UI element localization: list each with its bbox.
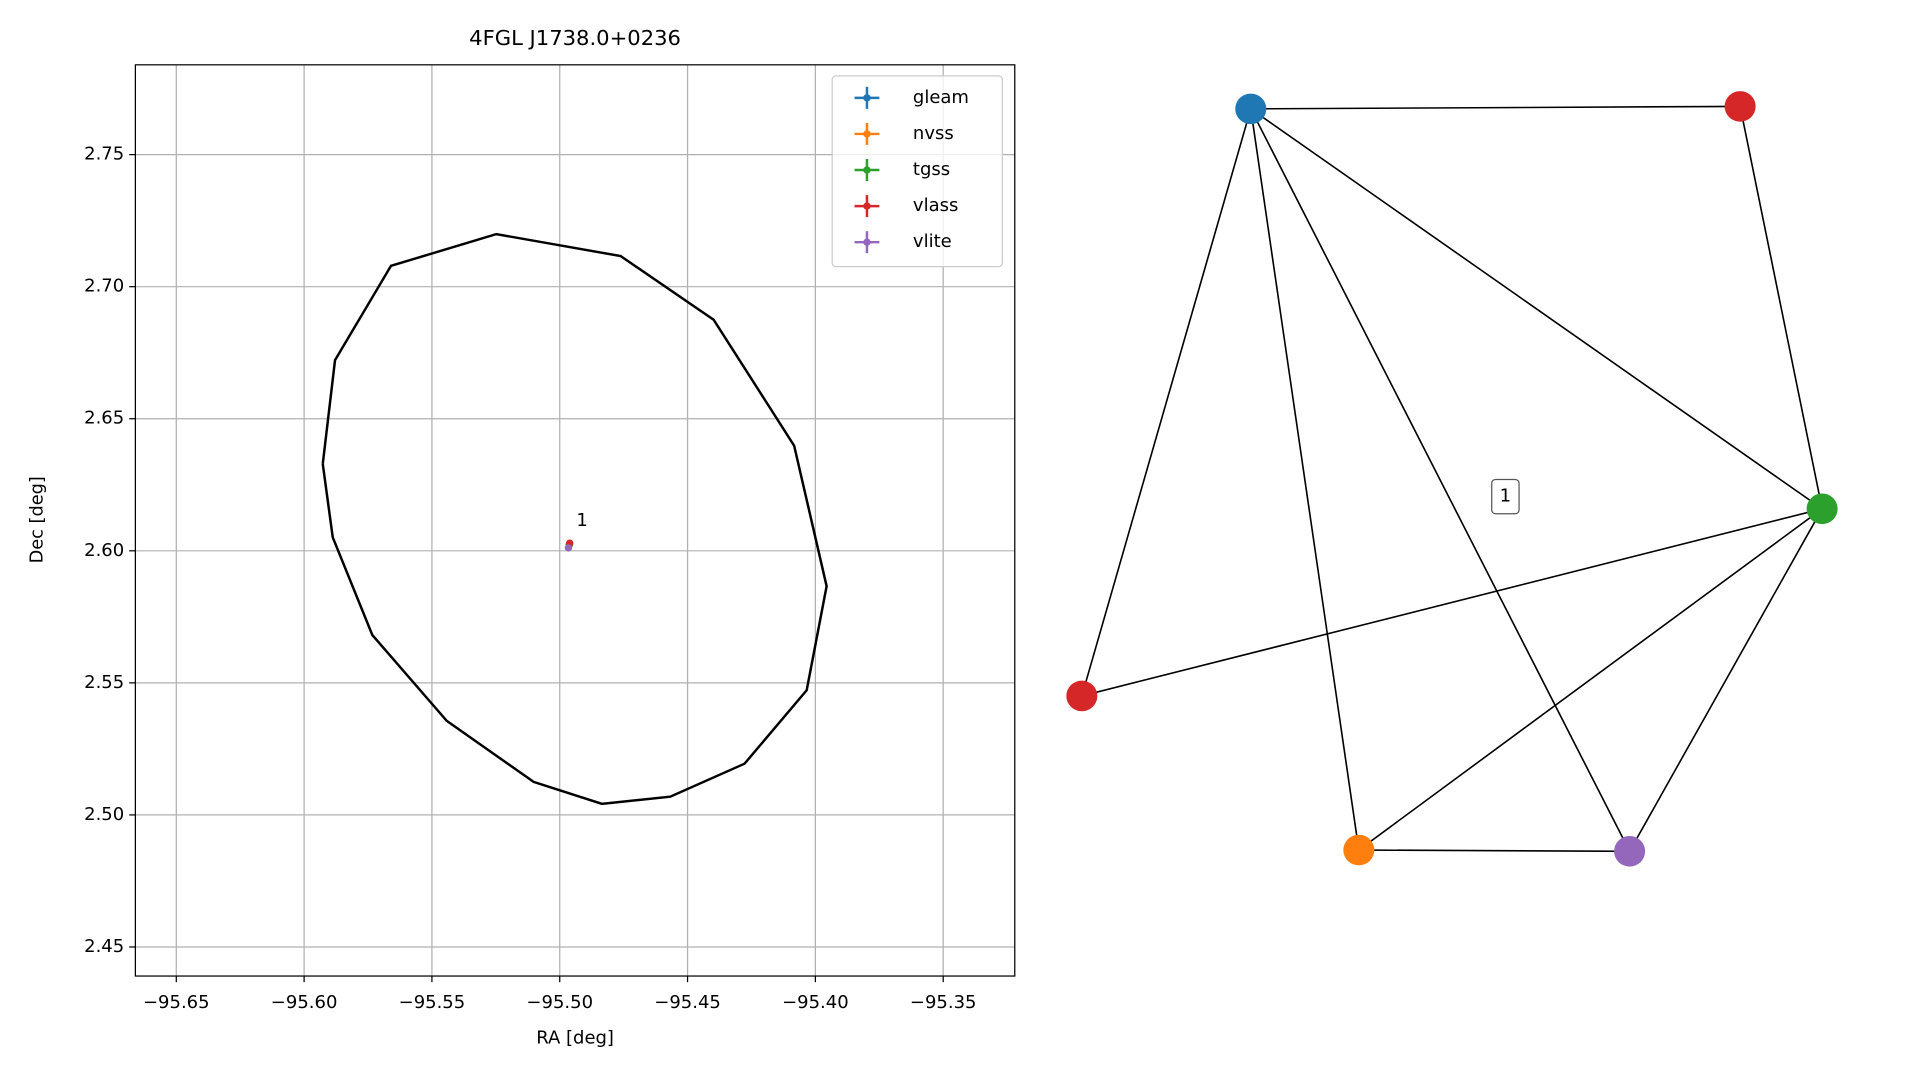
- y-axis-label: Dec [deg]: [26, 476, 47, 563]
- legend-label: vlite: [913, 231, 952, 252]
- legend-marker: [863, 94, 871, 102]
- annotation: 1: [576, 510, 587, 531]
- legend-label: tgss: [913, 159, 950, 180]
- x-tick-label: −95.60: [271, 992, 338, 1013]
- legend-box: [831, 75, 1003, 268]
- node: [1614, 835, 1646, 867]
- y-tick-label: 2.45: [84, 936, 124, 957]
- ellipse: [321, 232, 828, 806]
- y-tick-label: 2.75: [84, 144, 124, 165]
- legend-marker: [863, 166, 871, 174]
- node: [1724, 91, 1756, 122]
- edge: [1739, 106, 1823, 509]
- y-tick-label: 2.50: [84, 804, 124, 825]
- label-box: [1491, 478, 1520, 515]
- legend-label: gleam: [913, 87, 969, 108]
- y-tick-label: 2.65: [84, 408, 124, 429]
- edge: [1250, 108, 1631, 852]
- edge: [1081, 508, 1823, 697]
- legend-marker: [863, 130, 871, 138]
- edge: [1081, 108, 1252, 697]
- chart-title: 4FGL J1738.0+0236: [469, 26, 681, 50]
- x-tick-label: −95.55: [399, 992, 466, 1013]
- legend-marker: [863, 202, 871, 210]
- plot-frame: [134, 64, 1016, 977]
- x-tick-label: −95.35: [910, 992, 977, 1013]
- graph-label: 1: [1500, 486, 1511, 507]
- y-tick-label: 2.70: [84, 276, 124, 297]
- y-tick-label: 2.55: [84, 672, 124, 693]
- data-point: [564, 544, 573, 552]
- edge: [1628, 508, 1823, 852]
- legend-label: vlass: [913, 195, 958, 216]
- x-tick-label: −95.65: [143, 992, 210, 1013]
- legend-marker: [863, 238, 871, 246]
- y-tick-label: 2.60: [84, 540, 124, 561]
- edge: [1249, 108, 1360, 851]
- node: [1343, 834, 1375, 866]
- edge: [1250, 105, 1741, 110]
- legend-label: nvss: [913, 123, 954, 144]
- node: [1806, 493, 1838, 525]
- x-tick-label: −95.40: [782, 992, 849, 1013]
- node: [1235, 93, 1267, 125]
- node: [1066, 680, 1098, 712]
- x-tick-label: −95.45: [654, 992, 721, 1013]
- x-axis-label: RA [deg]: [536, 1027, 614, 1048]
- x-tick-label: −95.50: [526, 992, 593, 1013]
- edge: [1358, 849, 1630, 853]
- edge: [1358, 508, 1823, 851]
- edge: [1250, 108, 1823, 510]
